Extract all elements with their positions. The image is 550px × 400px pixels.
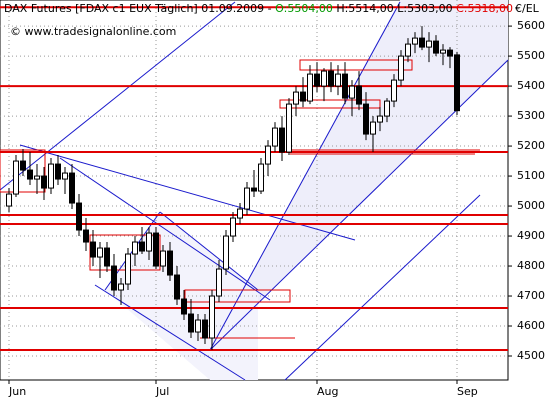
candle-body bbox=[258, 163, 264, 192]
candle-body bbox=[48, 163, 54, 189]
candle-body bbox=[349, 85, 355, 99]
candle-body bbox=[314, 73, 320, 87]
close-label: C:5318,00 bbox=[456, 2, 513, 15]
candle-body bbox=[90, 241, 96, 258]
candle-body bbox=[202, 319, 208, 339]
watermark: © www.tradesignalonline.com bbox=[10, 25, 176, 38]
range-box bbox=[184, 289, 291, 303]
candle-body bbox=[426, 40, 432, 48]
y-tick-label: 4800 bbox=[517, 259, 545, 272]
candle-body bbox=[83, 229, 89, 243]
y-tick-label: 4900 bbox=[517, 229, 545, 242]
unit-label: €/EL bbox=[515, 2, 540, 15]
candle-body bbox=[139, 241, 145, 252]
candle-body bbox=[300, 91, 306, 102]
candle-body bbox=[384, 100, 390, 117]
candle-body bbox=[41, 175, 47, 189]
x-tick-label: Jun bbox=[8, 385, 26, 398]
candle-body bbox=[391, 79, 397, 102]
candle-body bbox=[13, 160, 19, 195]
y-tick-label: 5300 bbox=[517, 109, 545, 122]
candle-body bbox=[146, 232, 152, 252]
candle-body bbox=[118, 283, 124, 291]
y-tick-label: 5600 bbox=[517, 19, 545, 32]
candle-body bbox=[174, 274, 180, 300]
candle-body bbox=[272, 127, 278, 147]
x-tick-label: Jul bbox=[155, 385, 169, 398]
candle-body bbox=[342, 73, 348, 99]
x-tick-label: Aug bbox=[317, 385, 338, 398]
candle-body bbox=[405, 43, 411, 57]
candle-body bbox=[363, 103, 369, 135]
y-tick-label: 4600 bbox=[517, 319, 545, 332]
candle-body bbox=[398, 55, 404, 81]
channel-shade bbox=[210, 0, 508, 350]
candle-body bbox=[167, 250, 173, 276]
y-tick-label: 5500 bbox=[517, 49, 545, 62]
candle-body bbox=[153, 232, 159, 267]
range-box bbox=[299, 59, 413, 71]
candle-body bbox=[125, 253, 131, 285]
candle-body bbox=[321, 70, 327, 87]
candle-body bbox=[76, 202, 82, 231]
candle-body bbox=[111, 265, 117, 291]
levels bbox=[0, 6, 508, 352]
trend-line bbox=[59, 157, 271, 301]
title-text: DAX Futures [FDAX c1 EUX Täglich] 01.09.… bbox=[4, 2, 272, 15]
open-label: O:5504,00 bbox=[275, 2, 333, 15]
candle-body bbox=[265, 145, 271, 165]
high-low-label: H:5514,00 L:5303,00 bbox=[336, 2, 452, 15]
candle-body bbox=[104, 247, 110, 267]
candle-body bbox=[160, 250, 166, 267]
trend-line bbox=[0, 1, 236, 191]
candle-body bbox=[181, 298, 187, 315]
candle-body bbox=[55, 163, 61, 180]
y-tick-label: 5000 bbox=[517, 199, 545, 212]
candle-body bbox=[209, 295, 215, 339]
candle-body bbox=[27, 169, 33, 180]
chart-title: DAX Futures [FDAX c1 EUX Täglich] 01.09.… bbox=[4, 2, 513, 15]
y-tick-label: 5400 bbox=[517, 79, 545, 92]
candle-body bbox=[307, 73, 313, 102]
candle-body bbox=[223, 235, 229, 270]
candle-body bbox=[20, 160, 26, 171]
candle-body bbox=[335, 73, 341, 87]
candles bbox=[6, 26, 460, 351]
candle-body bbox=[293, 91, 299, 105]
candle-body bbox=[440, 49, 446, 54]
candle-body bbox=[433, 40, 439, 54]
candle-body bbox=[132, 241, 138, 255]
candle-body bbox=[97, 247, 103, 258]
trend-line bbox=[94, 284, 246, 381]
candle-body bbox=[62, 172, 68, 180]
candle-body bbox=[454, 54, 460, 112]
candle-body bbox=[188, 313, 194, 333]
candle-body bbox=[34, 175, 40, 180]
y-tick-label: 5200 bbox=[517, 139, 545, 152]
candle-body bbox=[251, 187, 257, 192]
candle-body bbox=[195, 319, 201, 333]
candle-body bbox=[356, 85, 362, 105]
y-tick-label: 4700 bbox=[517, 289, 545, 302]
candle-body bbox=[230, 217, 236, 237]
candle-body bbox=[244, 187, 250, 210]
candle-body bbox=[328, 70, 334, 87]
candle-body bbox=[377, 115, 383, 123]
candle-body bbox=[216, 268, 222, 297]
candle-body bbox=[279, 127, 285, 153]
candle-body bbox=[6, 193, 12, 207]
candle-body bbox=[412, 37, 418, 45]
x-tick-label: Sep bbox=[457, 385, 478, 398]
candle-body bbox=[419, 37, 425, 48]
range-box bbox=[279, 99, 381, 109]
y-tick-label: 5100 bbox=[517, 169, 545, 182]
candle-body bbox=[286, 103, 292, 153]
y-tick-label: 4500 bbox=[517, 349, 545, 362]
candle-body bbox=[447, 49, 453, 57]
candle-body bbox=[370, 121, 376, 135]
candle-body bbox=[69, 172, 75, 204]
candle-body bbox=[237, 208, 243, 219]
